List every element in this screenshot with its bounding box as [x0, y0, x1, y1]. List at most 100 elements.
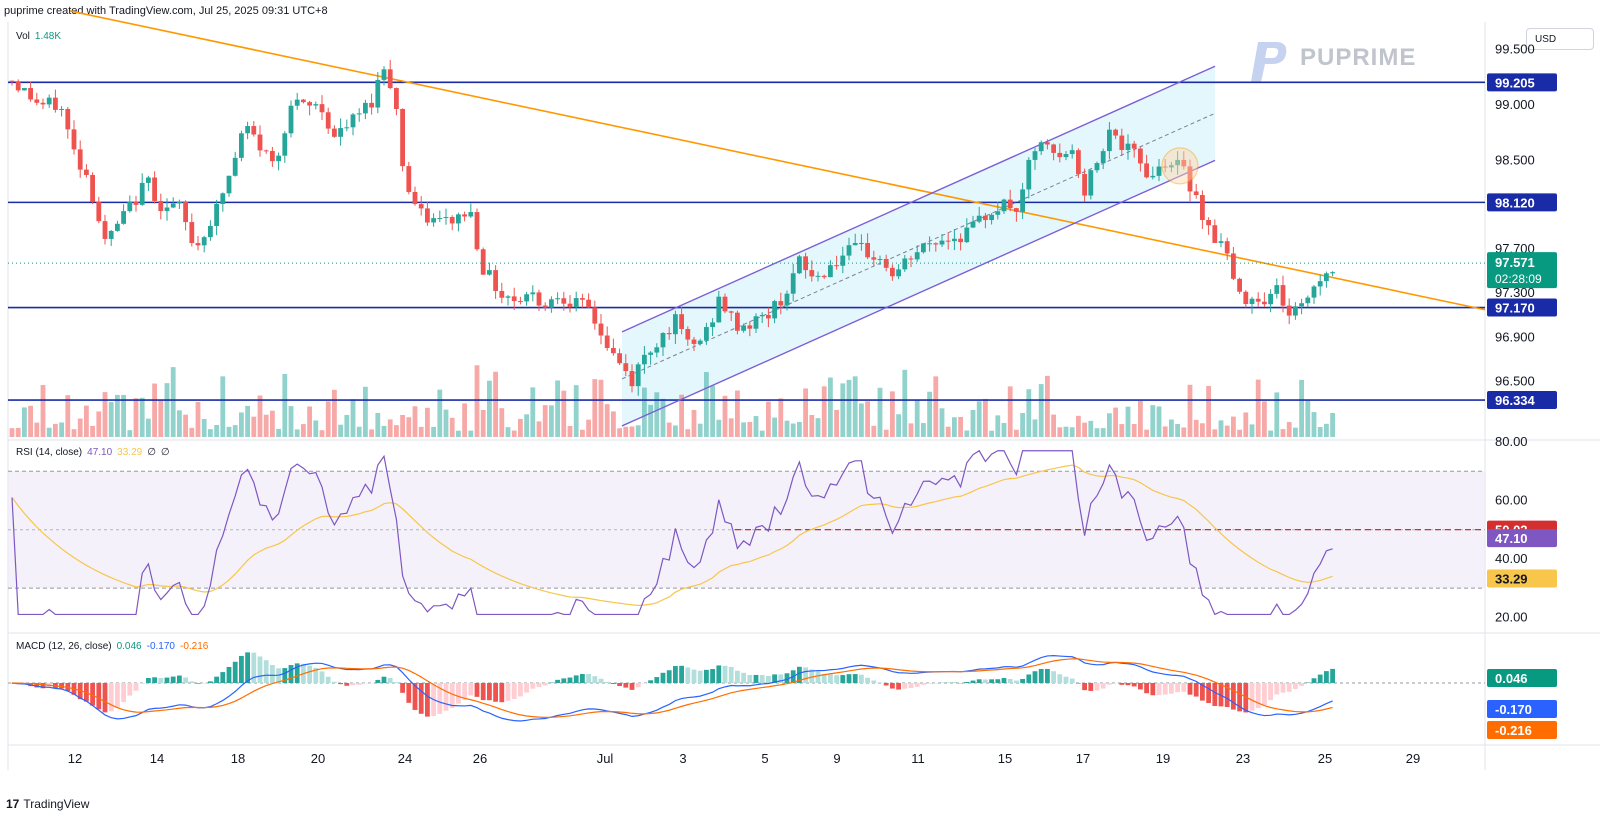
candle-body: [877, 258, 883, 260]
candle-body: [945, 240, 951, 242]
candle-body: [735, 312, 740, 331]
time-tick-label: 17: [1076, 751, 1090, 766]
macd-name: MACD (12, 26, close): [16, 641, 112, 652]
macd-histogram-bar: [1162, 683, 1168, 695]
volume-bar: [1169, 419, 1174, 437]
candle-body: [1051, 144, 1056, 153]
macd-histogram-bar: [778, 674, 784, 683]
macd-histogram-bar: [201, 683, 207, 684]
volume-bar: [1138, 400, 1143, 437]
volume-name: Vol: [16, 31, 30, 42]
candle-body: [673, 314, 678, 335]
candle-body: [387, 69, 393, 89]
volume-bar: [1317, 427, 1323, 437]
macd-histogram-bar: [1131, 683, 1137, 687]
candle-body: [480, 249, 486, 275]
candle-body: [1088, 170, 1094, 196]
macd-histogram-bar: [970, 680, 976, 683]
candle-body: [257, 134, 263, 151]
candle-body: [753, 316, 759, 329]
time-tick-label: 25: [1318, 751, 1332, 766]
macd-histogram-bar: [319, 671, 325, 683]
volume-bar: [387, 419, 393, 437]
volume-bar: [177, 410, 182, 437]
volume-bar: [1131, 424, 1137, 437]
macd-histogram-bar: [468, 683, 474, 696]
macd-histogram-bar: [859, 674, 864, 683]
rsi-extra-a: ∅: [147, 447, 156, 458]
macd-histogram-bar: [332, 681, 337, 683]
volume-bar: [263, 414, 269, 437]
macd-value-label: 0.046: [1495, 671, 1528, 686]
volume-bar: [170, 367, 176, 437]
candle-body: [121, 211, 126, 224]
macd-histogram-bar: [139, 683, 145, 684]
volume-bar: [282, 373, 288, 437]
macd-histogram-bar: [1231, 683, 1236, 710]
price-chart[interactable]: 99.500 99.000 98.500 97.700 97.300 96.900 96.5…: [0, 0, 1600, 795]
volume-bar: [896, 414, 901, 437]
volume-bar: [1045, 375, 1050, 437]
time-tick-label: 9: [833, 751, 840, 766]
volume-bar: [46, 427, 52, 437]
volume-bar: [983, 398, 988, 437]
macd-histogram-bar: [797, 666, 802, 683]
volume-bar: [1305, 400, 1311, 437]
macd-histogram-bar: [133, 683, 139, 691]
level-price-label: 96.334: [1495, 393, 1536, 408]
volume-bar: [697, 423, 703, 437]
volume-bar: [375, 413, 381, 437]
rsi-extra-b: ∅: [160, 447, 170, 458]
candle-body: [654, 347, 660, 353]
volume-bar: [840, 383, 846, 437]
candle-body: [1324, 273, 1329, 282]
candle-body: [301, 99, 306, 103]
volume-bar: [301, 424, 306, 437]
candle-body: [493, 270, 498, 291]
volume-bar: [102, 392, 108, 437]
volume-bar: [673, 425, 678, 437]
volume-bar: [1156, 406, 1162, 437]
macd-histogram-bar: [555, 679, 560, 683]
macd-histogram-bar: [493, 683, 498, 702]
macd-histogram-bar: [1224, 683, 1230, 708]
time-tick-label: 26: [473, 751, 487, 766]
macd-histogram-bar: [127, 683, 133, 696]
volume-bar: [1268, 430, 1273, 437]
volume-bar: [307, 406, 312, 437]
candle-body: [332, 128, 337, 137]
macd-histogram-bar: [573, 675, 579, 683]
macd-histogram-bar: [604, 681, 610, 683]
macd-hist-value: 0.046: [116, 641, 142, 652]
macd-histogram-bar: [288, 665, 294, 683]
candle-body: [77, 149, 83, 170]
volume-bar: [332, 389, 337, 437]
volume-bar: [1212, 429, 1218, 437]
volume-bar: [214, 424, 219, 437]
candle-body: [325, 112, 331, 129]
candle-body: [375, 79, 381, 108]
candle-body: [1107, 129, 1112, 152]
candle-body: [1032, 151, 1038, 160]
volume-bar: [201, 418, 207, 437]
macd-histogram-bar: [766, 675, 771, 683]
volume-bar: [350, 399, 356, 437]
candle-body: [542, 305, 548, 308]
volume-bar: [15, 427, 21, 437]
macd-histogram-bar: [59, 683, 64, 689]
level-price-badge: [1487, 298, 1557, 317]
volume-bar: [1119, 424, 1125, 437]
currency-selector[interactable]: USD: [1526, 28, 1594, 50]
volume-bar: [449, 417, 455, 437]
candle-body: [809, 270, 815, 277]
volume-bar: [294, 429, 300, 437]
level-price-badge: [1487, 193, 1557, 212]
macd-histogram-bar: [34, 683, 40, 688]
level-price-label: 99.205: [1495, 75, 1535, 90]
volume-bar: [369, 429, 374, 437]
macd-histogram-bar: [728, 666, 734, 683]
volume-bar: [970, 410, 976, 437]
volume-bar: [474, 365, 480, 437]
macd-histogram-bar: [772, 674, 777, 683]
candle-body: [759, 314, 765, 317]
